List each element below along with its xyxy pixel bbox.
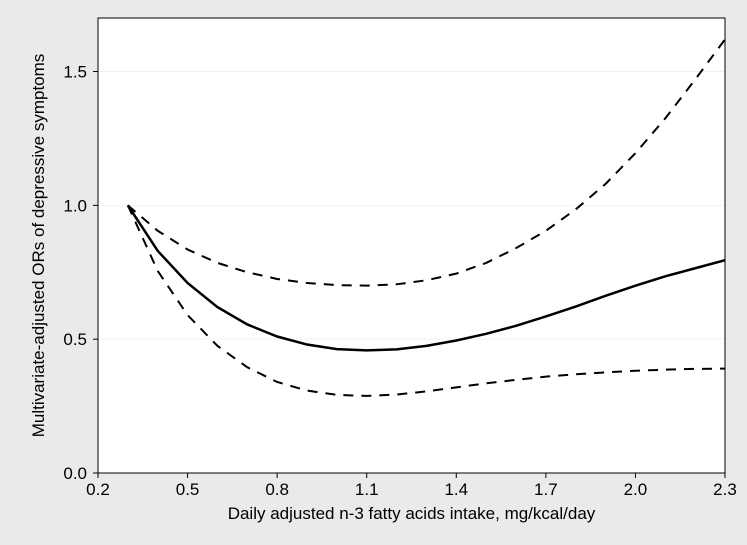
y-axis-label: Multivariate-adjusted ORs of depressive … [29,54,48,438]
x-tick-label: 0.8 [265,480,289,499]
chart-container: 0.2 0.5 0.8 1.1 1.4 1.7 2.0 2.3 0.0 0.5 1.0 1.5 Dail… [0,0,747,545]
y-tick-label: 0.0 [63,464,87,483]
x-axis-label: Daily adjusted n-3 fatty acids intake, m… [228,504,596,523]
x-tick-label: 2.3 [713,480,737,499]
x-tick-label: 0.2 [86,480,110,499]
x-tick-label: 1.7 [534,480,558,499]
x-tick-label: 1.1 [355,480,379,499]
x-tick-label: 0.5 [176,480,200,499]
y-tick-label: 0.5 [63,330,87,349]
y-tick-label: 1.5 [63,63,87,82]
line-chart: 0.2 0.5 0.8 1.1 1.4 1.7 2.0 2.3 0.0 0.5 1.0 1.5 Dail… [0,0,747,545]
x-tick-label: 1.4 [444,480,468,499]
y-tick-label: 1.0 [63,196,87,215]
x-tick-label: 2.0 [624,480,648,499]
